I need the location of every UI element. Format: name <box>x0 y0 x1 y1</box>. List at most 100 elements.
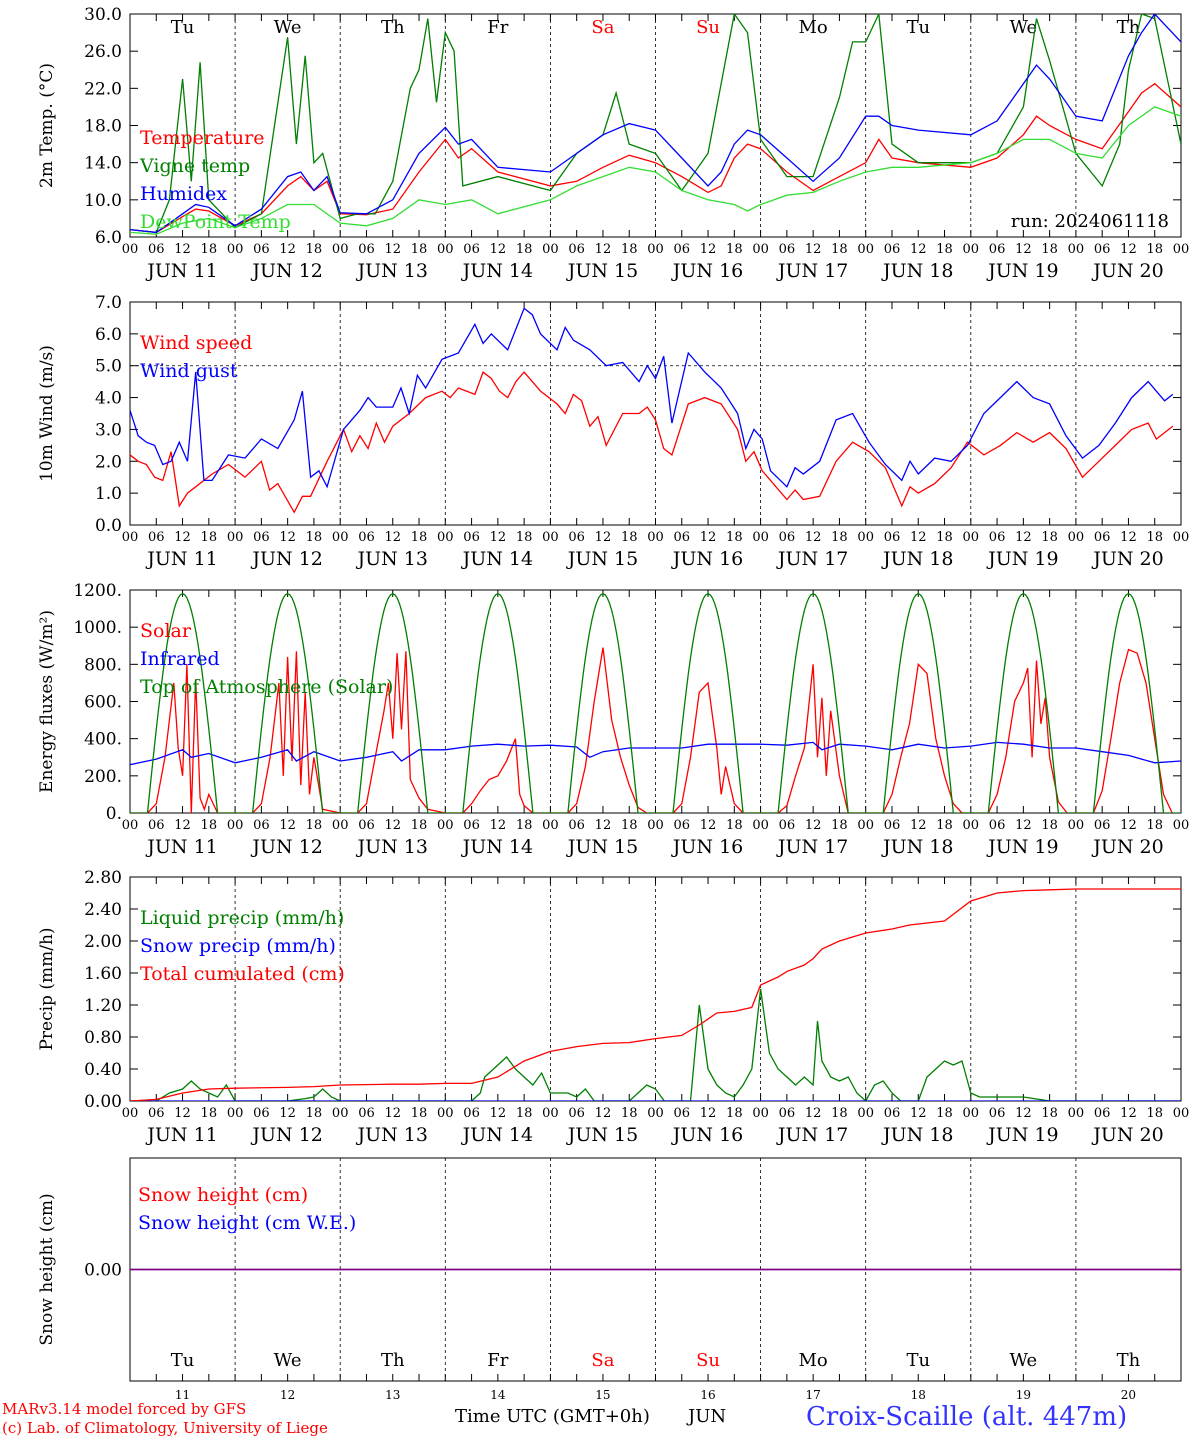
day-number-label: 14 <box>490 1388 506 1402</box>
y-tick-label: 2.00 <box>84 932 122 952</box>
date-label: JUN 14 <box>461 836 533 858</box>
x-tick-label: 06 <box>358 242 375 257</box>
x-tick-label: 00 <box>122 818 139 833</box>
x-tick-label: 18 <box>936 242 953 257</box>
weekday-label: Mo <box>799 1350 828 1371</box>
x-tick-label: 18 <box>411 818 428 833</box>
x-tick-label: 12 <box>174 530 191 545</box>
date-label: JUN 19 <box>986 1124 1058 1146</box>
x-tick-label: 18 <box>726 530 743 545</box>
x-tick-label: 00 <box>1173 242 1190 257</box>
y-axis-label: Energy fluxes (W/m²) <box>37 610 57 793</box>
day-number-label: 17 <box>806 1388 821 1402</box>
month-label: JUN <box>688 1406 727 1427</box>
panel-1: 6.0 10.0 14.0 18.0 22.0 26.0 30.0 2m Temp. (°C)… <box>37 5 1190 282</box>
y-tick-label: 2.40 <box>84 900 122 920</box>
y-tick-label: 5.0 <box>95 357 122 377</box>
date-label: JUN 13 <box>356 836 428 858</box>
legend-label: Total cumulated (cm) <box>140 963 345 985</box>
x-tick-label: 06 <box>358 530 375 545</box>
x-tick-label: 06 <box>989 1106 1006 1121</box>
run-annotation: run: 2024061118 <box>1011 211 1169 232</box>
x-tick-label: 06 <box>568 530 585 545</box>
x-tick-label: 00 <box>122 530 139 545</box>
x-tick-label: 06 <box>884 1106 901 1121</box>
x-tick-label: 18 <box>1146 1106 1163 1121</box>
day-number-label: 19 <box>1016 1388 1031 1402</box>
date-label: JUN 15 <box>566 1124 638 1146</box>
x-tick-label: 06 <box>253 242 270 257</box>
day-number-label: 12 <box>280 1388 295 1402</box>
x-tick-label: 18 <box>411 242 428 257</box>
x-tick-label: 12 <box>700 1106 717 1121</box>
x-tick-label: 06 <box>358 818 375 833</box>
x-tick-label: 00 <box>752 818 769 833</box>
weekday-label: Su <box>696 1350 720 1371</box>
date-label: JUN 18 <box>881 836 953 858</box>
panel-3: 0. 200. 400. 600. 800. 1000. 1200. Energy fluxe… <box>37 581 1189 858</box>
x-tick-label: 00 <box>752 530 769 545</box>
y-tick-label: 2.80 <box>84 868 122 888</box>
date-label: JUN 15 <box>566 548 638 570</box>
y-tick-label: 4.0 <box>95 389 122 409</box>
x-tick-label: 06 <box>148 818 165 833</box>
series-line-temperature <box>130 82 1181 234</box>
y-tick-label: 800. <box>84 655 122 675</box>
date-label: JUN 16 <box>671 260 743 282</box>
x-tick-label: 00 <box>227 818 244 833</box>
x-tick-label: 18 <box>621 242 638 257</box>
x-tick-label: 12 <box>384 818 401 833</box>
legend-label: Infrared <box>140 648 220 670</box>
x-tick-label: 06 <box>463 1106 480 1121</box>
x-tick-label: 06 <box>463 530 480 545</box>
x-tick-label: 00 <box>857 530 874 545</box>
date-label: JUN 12 <box>250 836 322 858</box>
legend-label: Wind speed <box>140 332 252 354</box>
day-number-label: 11 <box>175 1388 190 1402</box>
date-label: JUN 16 <box>671 836 743 858</box>
x-tick-label: 00 <box>332 1106 349 1121</box>
plot-frame <box>129 589 1182 814</box>
date-label: JUN 14 <box>461 260 533 282</box>
x-tick-label: 18 <box>201 818 218 833</box>
weekday-label: Tu <box>906 17 930 38</box>
x-tick-label: 00 <box>437 1106 454 1121</box>
x-tick-label: 06 <box>674 818 691 833</box>
x-tick-label: 18 <box>1041 530 1058 545</box>
series-line-wind-speed <box>130 371 1174 514</box>
y-tick-label: 600. <box>84 693 122 713</box>
x-tick-label: 18 <box>831 818 848 833</box>
x-tick-label: 00 <box>1173 530 1190 545</box>
y-axis-label: Precip (mm/h) <box>37 927 57 1050</box>
day-number-label: 13 <box>385 1388 400 1402</box>
weekday-label: Su <box>696 17 720 38</box>
x-tick-label: 12 <box>279 818 296 833</box>
legend-label: Top of Atmosphere (Solar) <box>140 676 393 698</box>
x-tick-label: 06 <box>674 530 691 545</box>
series-line-total-cumulated-cm- <box>130 888 1181 1101</box>
x-tick-label: 12 <box>490 818 507 833</box>
date-label: JUN 17 <box>776 836 848 858</box>
x-tick-label: 00 <box>332 530 349 545</box>
date-label: JUN 11 <box>145 260 217 282</box>
y-tick-label: 26.0 <box>84 42 122 62</box>
weekday-label: We <box>1010 17 1038 38</box>
y-tick-label: 7.0 <box>95 293 122 313</box>
x-tick-label: 12 <box>700 818 717 833</box>
y-tick-label: 1.0 <box>95 484 122 504</box>
x-tick-label: 12 <box>700 242 717 257</box>
x-tick-label: 18 <box>1146 530 1163 545</box>
date-label: JUN 20 <box>1091 836 1163 858</box>
x-tick-label: 12 <box>595 818 612 833</box>
x-tick-label: 06 <box>463 818 480 833</box>
y-tick-label: 0.00 <box>84 1092 122 1112</box>
x-tick-label: 06 <box>1094 818 1111 833</box>
x-tick-label: 12 <box>490 242 507 257</box>
x-tick-label: 06 <box>989 242 1006 257</box>
lab-credit: (c) Lab. of Climatology, University of L… <box>2 1419 328 1437</box>
x-tick-label: 06 <box>358 1106 375 1121</box>
x-tick-label: 00 <box>122 1106 139 1121</box>
x-tick-label: 06 <box>253 530 270 545</box>
x-tick-label: 12 <box>805 818 822 833</box>
date-label: JUN 20 <box>1091 1124 1163 1146</box>
